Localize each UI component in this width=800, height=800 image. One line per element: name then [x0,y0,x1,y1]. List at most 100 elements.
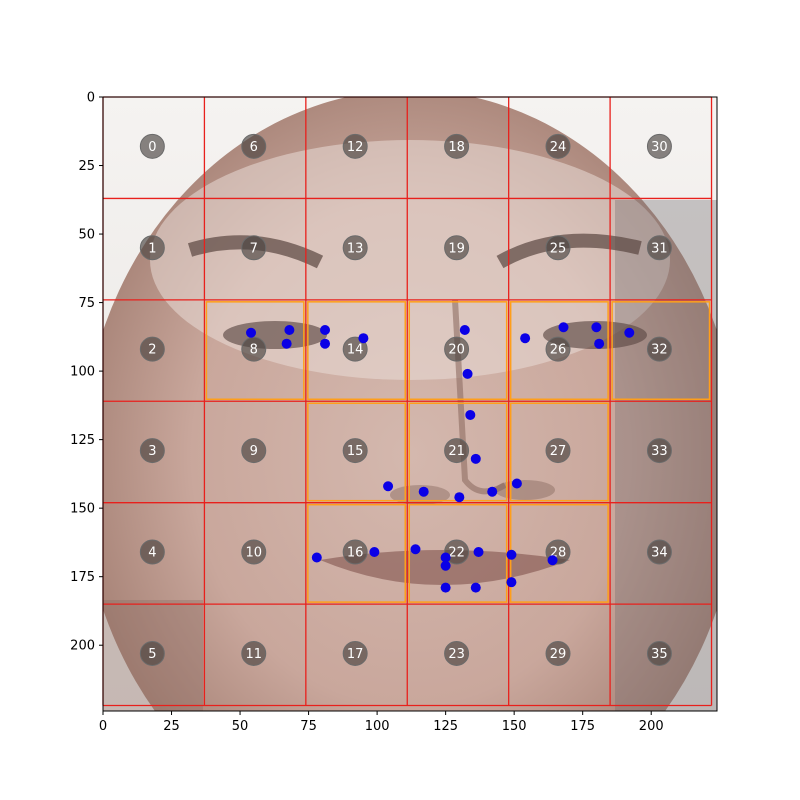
landmark-point [383,481,394,492]
cell-label-text: 25 [550,241,567,256]
cell-label-text: 13 [347,241,364,256]
landmark-point [506,577,517,588]
landmark-point [246,327,257,338]
landmark-point [506,549,517,560]
x-tick-label: 125 [433,719,458,734]
cell-label-circle [646,336,672,362]
cell-label-text: 1 [148,241,156,256]
cell-label-16: 16 [342,539,368,565]
cell-label-15: 15 [342,438,368,464]
y-tick-label: 150 [70,502,95,517]
landmark-point [487,486,498,497]
x-tick-label: 200 [639,719,664,734]
cell-label-circle [342,336,368,362]
landmark-point [311,552,322,563]
cell-label-text: 17 [347,647,364,662]
y-tick-label: 25 [78,159,95,174]
cell-label-circle [241,640,267,666]
cell-label-text: 5 [148,647,156,662]
cell-label-circle [646,539,672,565]
cell-label-circle [342,133,368,159]
landmark-point [624,327,635,338]
landmark-point [473,547,484,558]
highlighted-cell-32 [611,301,711,401]
landmark-point [591,322,602,333]
landmark-point [547,555,558,566]
y-tick-label: 125 [70,433,95,448]
cell-label-22: 22 [444,539,470,565]
cell-label-circle [342,438,368,464]
cell-label-6: 6 [241,133,267,159]
cell-label-text: 12 [347,140,364,155]
cell-label-circle [139,133,165,159]
cell-label-11: 11 [241,640,267,666]
cell-label-text: 15 [347,444,364,459]
cell-label-text: 16 [347,546,364,561]
cell-label-5: 5 [139,640,165,666]
landmark-point [440,582,451,593]
cell-label-text: 3 [148,444,156,459]
x-tick-label: 50 [232,719,249,734]
cell-label-text: 34 [651,546,668,561]
cell-label-text: 33 [651,444,668,459]
cell-label-31: 31 [646,235,672,261]
cell-label-33: 33 [646,438,672,464]
cell-label-circle [646,133,672,159]
cell-label-25: 25 [545,235,571,261]
y-axis-ticks: 0 25 50 75 100 125 150 175 200 [70,91,103,654]
cell-label-21: 21 [444,438,470,464]
cell-label-text: 35 [651,647,668,662]
highlighted-cell-14 [307,301,407,401]
highlighted-cell-26 [509,301,609,401]
cell-label-text: 26 [550,343,567,358]
cell-label-14: 14 [342,336,368,362]
cell-label-circle [241,438,267,464]
cell-label-text: 14 [347,343,364,358]
cell-label-text: 2 [148,343,156,358]
axes-frame [102,96,718,712]
cell-label-text: 20 [448,343,465,358]
x-tick-label: 100 [365,719,390,734]
y-tick-label: 75 [78,296,95,311]
y-tick-label: 50 [78,228,95,243]
y-tick-label: 200 [70,639,95,654]
x-tick-label: 0 [99,719,107,734]
highlighted-cell-8 [205,301,305,401]
cell-label-text: 19 [448,241,465,256]
cell-label-text: 22 [448,546,465,561]
cell-label-text: 10 [245,546,262,561]
landmark-point [418,486,429,497]
cell-labels: 0123456789101112131415161718192021222324… [139,133,672,666]
cell-label-30: 30 [646,133,672,159]
cell-label-13: 13 [342,235,368,261]
cell-label-text: 32 [651,343,668,358]
cell-label-circle [342,235,368,261]
cell-label-circle [342,539,368,565]
landmark-point [440,560,451,571]
cell-label-text: 21 [448,444,465,459]
cell-label-circle [241,539,267,565]
x-tick-label: 175 [570,719,595,734]
landmark-point [511,478,522,489]
cell-label-circle [139,235,165,261]
cell-label-text: 23 [448,647,465,662]
cell-label-18: 18 [444,133,470,159]
landmark-point [594,338,605,349]
cell-label-text: 7 [250,241,258,256]
cell-label-2: 2 [139,336,165,362]
cell-label-24: 24 [545,133,571,159]
cell-label-circle [646,438,672,464]
cell-label-34: 34 [646,539,672,565]
highlighted-cell-16 [307,503,407,603]
cell-label-circle [139,640,165,666]
cell-label-7: 7 [241,235,267,261]
cell-label-circle [545,640,571,666]
cell-label-27: 27 [545,438,571,464]
landmark-point [465,409,476,420]
cell-label-circle [444,235,470,261]
x-tick-label: 75 [300,719,317,734]
y-tick-label: 0 [87,91,95,106]
cell-label-32: 32 [646,336,672,362]
x-axis-ticks: 0 25 50 75 100 125 150 175 200 [99,711,664,734]
